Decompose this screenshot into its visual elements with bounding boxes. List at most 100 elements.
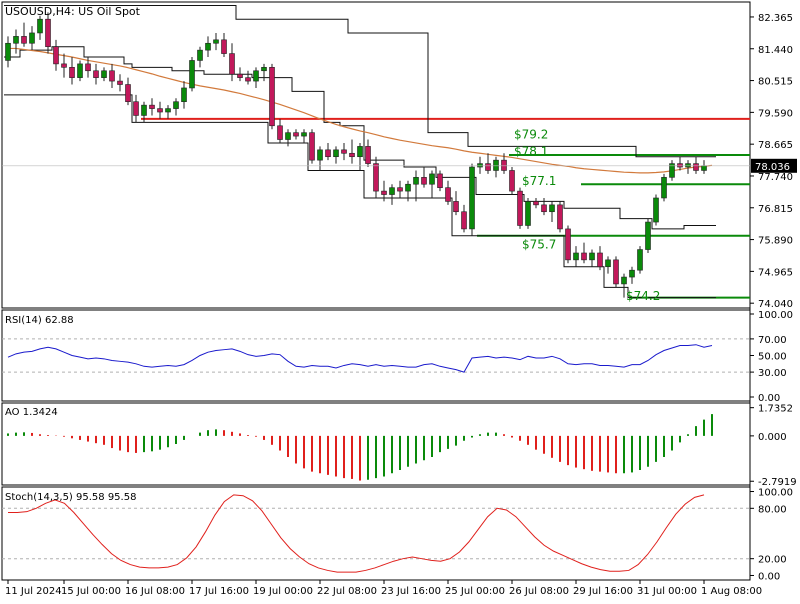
current-price-label: 78.036 bbox=[755, 162, 790, 173]
candle[interactable] bbox=[565, 225, 571, 264]
candle[interactable] bbox=[629, 266, 635, 284]
candle[interactable] bbox=[333, 146, 339, 164]
candle[interactable] bbox=[421, 167, 427, 188]
candle[interactable] bbox=[69, 57, 75, 85]
candle[interactable] bbox=[621, 273, 627, 298]
candle[interactable] bbox=[269, 63, 275, 130]
candle[interactable] bbox=[477, 156, 483, 174]
candle[interactable] bbox=[349, 139, 355, 164]
candle[interactable] bbox=[237, 67, 243, 82]
candle[interactable] bbox=[221, 32, 227, 58]
candle[interactable] bbox=[125, 77, 131, 106]
candle[interactable] bbox=[645, 218, 651, 253]
candle[interactable] bbox=[541, 197, 547, 216]
candle[interactable] bbox=[581, 242, 587, 264]
candle[interactable] bbox=[157, 101, 163, 119]
candle[interactable] bbox=[205, 36, 211, 58]
candle[interactable] bbox=[461, 204, 467, 233]
candle[interactable] bbox=[37, 15, 43, 40]
candle-body bbox=[605, 259, 611, 268]
candle[interactable] bbox=[501, 153, 507, 174]
candle[interactable] bbox=[293, 129, 299, 140]
candle[interactable] bbox=[533, 197, 539, 209]
candle[interactable] bbox=[397, 180, 403, 198]
candle[interactable] bbox=[101, 67, 107, 82]
candle[interactable] bbox=[277, 118, 283, 143]
candle-body bbox=[677, 163, 683, 168]
candle-body bbox=[421, 177, 427, 185]
candle[interactable] bbox=[557, 201, 563, 233]
candle[interactable] bbox=[437, 170, 443, 192]
candle[interactable] bbox=[469, 163, 475, 236]
time-tick-label: 16 Jul 08:00 bbox=[125, 586, 185, 597]
candle[interactable] bbox=[341, 142, 347, 161]
candle[interactable] bbox=[109, 63, 115, 88]
candle[interactable] bbox=[509, 167, 515, 195]
candle[interactable] bbox=[45, 12, 51, 54]
candle[interactable] bbox=[261, 63, 267, 82]
candle[interactable] bbox=[605, 256, 611, 274]
candle[interactable] bbox=[365, 139, 371, 168]
candle[interactable] bbox=[301, 129, 307, 143]
candle[interactable] bbox=[493, 156, 499, 178]
candle[interactable] bbox=[189, 57, 195, 92]
candle[interactable] bbox=[61, 53, 67, 78]
candle[interactable] bbox=[117, 74, 123, 92]
candle[interactable] bbox=[149, 98, 155, 116]
candle[interactable] bbox=[373, 156, 379, 198]
candle[interactable] bbox=[445, 180, 451, 205]
candle[interactable] bbox=[381, 180, 387, 202]
candle[interactable] bbox=[53, 39, 59, 71]
ao-panel[interactable] bbox=[7, 414, 713, 481]
candle[interactable] bbox=[309, 129, 315, 164]
candle[interactable] bbox=[253, 67, 259, 88]
candle[interactable] bbox=[181, 81, 187, 109]
candle[interactable] bbox=[453, 191, 459, 216]
candle[interactable] bbox=[173, 98, 179, 116]
candle[interactable] bbox=[213, 32, 219, 51]
candle[interactable] bbox=[317, 146, 323, 171]
candle[interactable] bbox=[653, 194, 659, 226]
candle[interactable] bbox=[245, 70, 251, 85]
candle-body bbox=[557, 204, 563, 230]
candle[interactable] bbox=[13, 29, 19, 54]
candle[interactable] bbox=[661, 173, 667, 202]
candle[interactable] bbox=[165, 105, 171, 119]
candle[interactable] bbox=[325, 142, 331, 161]
candle[interactable] bbox=[685, 160, 691, 174]
candle[interactable] bbox=[693, 156, 699, 174]
candle[interactable] bbox=[133, 94, 139, 123]
candle[interactable] bbox=[589, 249, 595, 267]
candle[interactable] bbox=[613, 256, 619, 288]
rsi-panel[interactable] bbox=[2, 338, 750, 373]
candle[interactable] bbox=[413, 170, 419, 202]
main-price-panel[interactable]: $79.2 $78.1 $77.1 $75.7 $74.2 bbox=[2, 4, 750, 303]
candle[interactable] bbox=[405, 180, 411, 202]
candle[interactable] bbox=[525, 197, 531, 229]
candle[interactable] bbox=[637, 246, 643, 274]
candle[interactable] bbox=[21, 22, 27, 47]
candle[interactable] bbox=[485, 153, 491, 174]
stoch-panel[interactable] bbox=[2, 494, 750, 573]
candle-body bbox=[349, 152, 355, 158]
candle[interactable] bbox=[677, 156, 683, 171]
candle[interactable] bbox=[141, 101, 147, 123]
candle[interactable] bbox=[597, 246, 603, 271]
candle[interactable] bbox=[229, 43, 235, 82]
candle[interactable] bbox=[573, 246, 579, 267]
price-tick-label: 76.815 bbox=[758, 204, 793, 215]
candle[interactable] bbox=[85, 57, 91, 78]
candle[interactable] bbox=[549, 201, 555, 223]
candle[interactable] bbox=[29, 26, 35, 51]
candle[interactable] bbox=[77, 60, 83, 82]
candle[interactable] bbox=[669, 160, 675, 181]
candle[interactable] bbox=[5, 36, 11, 68]
candle[interactable] bbox=[429, 170, 435, 198]
candle[interactable] bbox=[389, 184, 395, 205]
candle[interactable] bbox=[517, 187, 523, 229]
candle-body bbox=[365, 146, 371, 164]
candle[interactable] bbox=[285, 129, 291, 147]
candle[interactable] bbox=[197, 46, 203, 68]
candle[interactable] bbox=[93, 63, 99, 85]
candle-body bbox=[621, 276, 627, 285]
